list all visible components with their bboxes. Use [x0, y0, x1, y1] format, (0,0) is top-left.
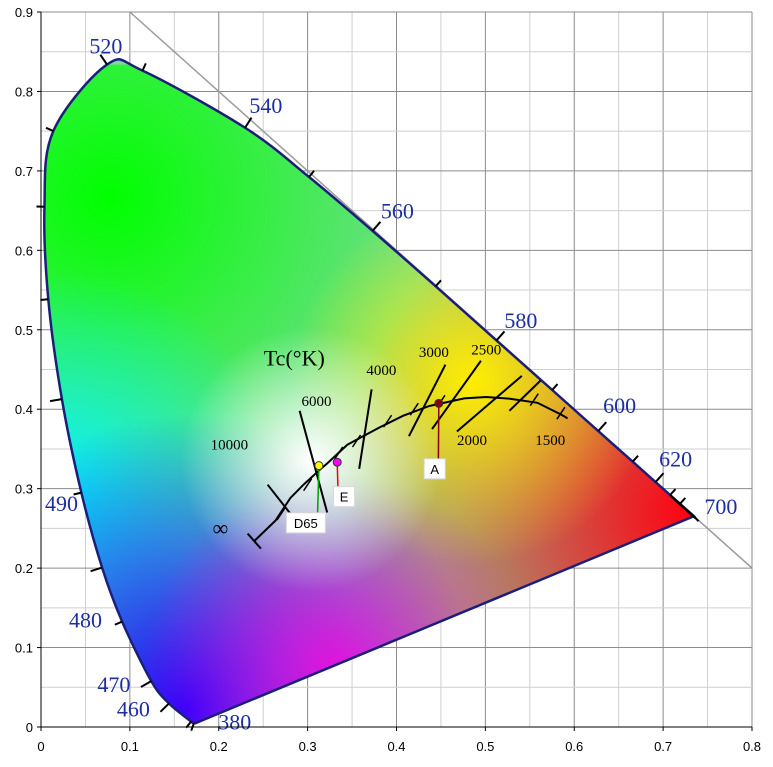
wavelength-tick: [140, 680, 152, 688]
wavelength-label: 580: [504, 308, 537, 333]
x-tick-label: 0.3: [299, 739, 317, 754]
wavelength-tick: [49, 398, 63, 403]
wavelength-tick: [689, 512, 700, 522]
y-tick-label: 0.9: [15, 5, 33, 20]
planckian-tick: [303, 478, 313, 492]
x-tick-label: 0.5: [476, 739, 494, 754]
wavelength-tick: [40, 298, 49, 301]
y-tick-label: 0.8: [15, 84, 33, 99]
isotemperature-line: [456, 375, 523, 433]
y-tick-label: 0.1: [15, 641, 33, 656]
reference-label-box: [423, 458, 446, 480]
reference-label: A: [430, 462, 439, 477]
cct-label: 3000: [419, 345, 449, 361]
reference-label: E: [340, 490, 349, 505]
x-tick-label: 0.2: [210, 739, 228, 754]
x-tick-label: 0.7: [654, 739, 672, 754]
y-tick-label: 0.6: [15, 243, 33, 258]
infinity-label: ∞: [213, 516, 229, 541]
axes: 0 0.1 0.2 0.3 0.4 0.5 0.6 0.7 0.8 0 0.1 0.2 0.3 0.4 0.…: [15, 5, 761, 754]
y-tick-label: 0.2: [15, 561, 33, 576]
reference-label-box: [333, 486, 356, 508]
planckian-tick: [556, 406, 566, 420]
reference-leader: [316, 465, 320, 513]
wavelength-tick: [669, 488, 677, 496]
y-tick-label: 0.7: [15, 164, 33, 179]
wavelength-label: 490: [45, 491, 78, 516]
wavelength-label: 520: [89, 33, 122, 58]
planckian-tick: [351, 434, 362, 448]
reference-label: D65: [294, 516, 318, 531]
wavelength-label: 380: [218, 709, 251, 734]
cct-label: 2500: [471, 342, 501, 358]
x-tick-label: 0.6: [565, 739, 583, 754]
wavelength-label: 480: [69, 608, 102, 633]
planckian-tick: [276, 507, 286, 521]
planckian-tick: [382, 414, 393, 428]
reference-point-d65: [314, 461, 324, 471]
planckian-end-cap: [246, 532, 262, 550]
wavelength-tick: [90, 566, 103, 573]
planckian-tick: [529, 393, 539, 407]
wavelength-tick: [159, 702, 170, 713]
wavelength-label: 600: [603, 393, 636, 418]
isotemperature-line: [431, 360, 482, 430]
cct-label: 4000: [366, 363, 396, 379]
isotemperature-line: [298, 410, 329, 513]
isotemperature-line: [508, 379, 542, 412]
x-tick-label: 0.1: [121, 739, 139, 754]
wavelength-tick: [597, 421, 607, 432]
reference-label-box: [285, 512, 326, 534]
reference-point-a: [434, 398, 444, 408]
planckian-locus: [253, 395, 569, 542]
wavelength-tick: [551, 383, 559, 391]
tc-label: Tc(°K): [264, 346, 325, 371]
cct-label: 1500: [535, 433, 565, 449]
wavelength-tick: [45, 126, 54, 132]
wavelength-tick: [99, 54, 108, 66]
cct-label: 2000: [457, 433, 487, 449]
wavelength-tick: [631, 455, 639, 463]
y-tick-label: 0.5: [15, 323, 33, 338]
wavelength-tick: [244, 117, 253, 129]
wavelength-tick: [141, 62, 147, 72]
wavelength-label: 460: [117, 697, 150, 722]
wavelength-label: 560: [381, 199, 414, 224]
planckian-tick: [334, 446, 344, 460]
x-tick-label: 0: [37, 739, 44, 754]
y-tick-label: 0: [26, 720, 33, 735]
wavelength-tick: [308, 170, 315, 178]
cct-label: 6000: [302, 394, 332, 410]
wavelength-tick: [434, 279, 442, 287]
cct-label: 10000: [211, 438, 249, 454]
wavelength-label: 620: [659, 446, 692, 471]
planckian-tick: [409, 402, 419, 416]
wavelength-label: 470: [97, 672, 130, 697]
isotemperature-line: [358, 389, 373, 469]
y-tick-label: 0.4: [15, 402, 33, 417]
wavelength-tick: [654, 472, 665, 483]
reference-point-e: [332, 457, 342, 467]
wavelength-tick: [114, 620, 123, 626]
x-tick-label: 0.4: [387, 739, 405, 754]
wavelength-label: 700: [704, 494, 737, 519]
wavelength-tick: [73, 491, 82, 496]
isotemperature-line: [408, 364, 447, 437]
y-tick-label: 0.3: [15, 482, 33, 497]
x-tick-label: 0.8: [743, 739, 761, 754]
spectral-locus-outline: [43, 58, 697, 725]
wavelength-tick: [495, 330, 506, 342]
wavelength-tick: [371, 221, 382, 232]
wavelength-tick: [679, 497, 687, 505]
wavelength-label: 540: [249, 93, 282, 118]
